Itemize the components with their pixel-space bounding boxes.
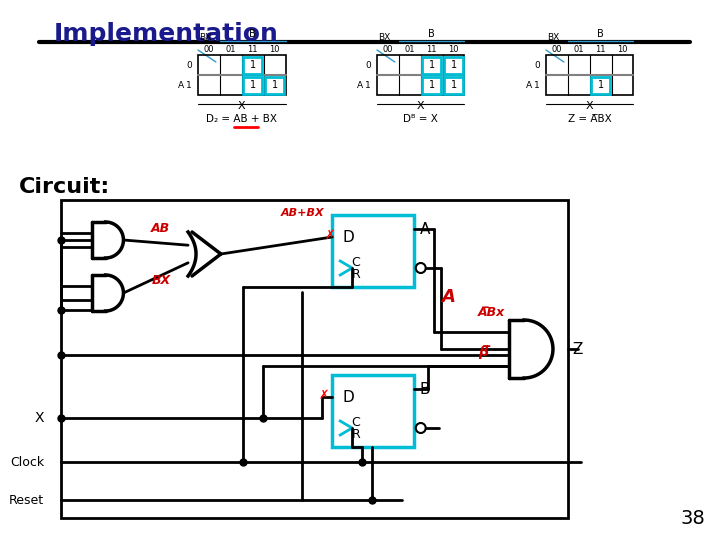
Text: 1: 1 [451,60,456,70]
Text: Implementation: Implementation [54,22,279,46]
Bar [444,57,463,73]
Text: A: A [357,80,363,90]
Text: 1: 1 [250,80,256,90]
Text: 1: 1 [428,80,435,90]
Text: C: C [352,415,361,429]
Text: 0: 0 [365,60,371,70]
Bar [265,77,284,93]
Text: ✗: ✗ [325,228,336,241]
Text: 00: 00 [204,45,214,55]
Text: BX: BX [199,32,211,42]
Bar [422,57,441,73]
Text: D: D [342,230,354,245]
Bar [332,215,414,287]
Text: β̅: β̅ [478,345,488,359]
Text: X: X [35,411,44,425]
Bar [591,77,610,93]
Bar [198,55,286,95]
Text: 01: 01 [405,45,415,55]
Bar [546,55,634,95]
Text: Z: Z [573,341,583,356]
Text: 00: 00 [382,45,393,55]
Text: 1: 1 [428,60,435,70]
Text: A̅Bx: A̅Bx [477,306,505,319]
Text: 01: 01 [574,45,584,55]
Text: 00: 00 [552,45,562,55]
Text: 01: 01 [225,45,236,55]
Text: D: D [342,389,354,404]
Text: Clock: Clock [10,456,44,469]
Text: BX: BX [151,274,171,287]
Text: B: B [249,29,256,39]
Text: A: A [526,80,532,90]
Text: BX: BX [547,32,559,42]
Text: AB+BX: AB+BX [281,208,324,218]
Bar [60,200,568,518]
Text: 1: 1 [365,80,371,90]
Text: 11: 11 [248,45,258,55]
Text: B: B [598,29,604,39]
Bar [243,77,262,93]
Text: X: X [238,101,246,111]
Text: 11: 11 [426,45,437,55]
Text: A: A [178,80,184,90]
Text: X: X [417,101,425,111]
Text: Dᴮ = X: Dᴮ = X [403,114,438,124]
Text: D₂ = AB + BX: D₂ = AB + BX [206,114,277,124]
Text: R: R [352,267,361,280]
Text: 10: 10 [617,45,628,55]
Text: 1: 1 [534,80,540,90]
Text: X: X [586,101,593,111]
Text: B: B [428,29,435,39]
Text: 1: 1 [186,80,192,90]
Text: Z = A̅BX: Z = A̅BX [568,114,611,124]
Bar [422,77,441,93]
Text: 0: 0 [186,60,192,70]
Text: Circuit:: Circuit: [19,177,110,197]
Text: 1: 1 [250,60,256,70]
Text: C: C [352,255,361,268]
Text: 0: 0 [534,60,540,70]
Text: R: R [352,428,361,441]
Text: 11: 11 [595,45,606,55]
Text: 10: 10 [269,45,280,55]
Text: BX: BX [378,32,390,42]
Text: Reset: Reset [9,494,44,507]
Text: 38: 38 [680,509,705,528]
Bar [377,55,464,95]
Text: 1: 1 [271,80,278,90]
Text: AB: AB [151,222,171,235]
Text: 10: 10 [449,45,459,55]
Text: ✗: ✗ [318,388,328,402]
Text: 1: 1 [598,80,604,90]
Text: A: A [420,221,430,237]
Bar [444,77,463,93]
Bar [243,57,262,73]
Text: 1: 1 [451,80,456,90]
Text: B: B [420,381,431,396]
Text: A: A [441,288,456,306]
Bar [332,375,414,447]
